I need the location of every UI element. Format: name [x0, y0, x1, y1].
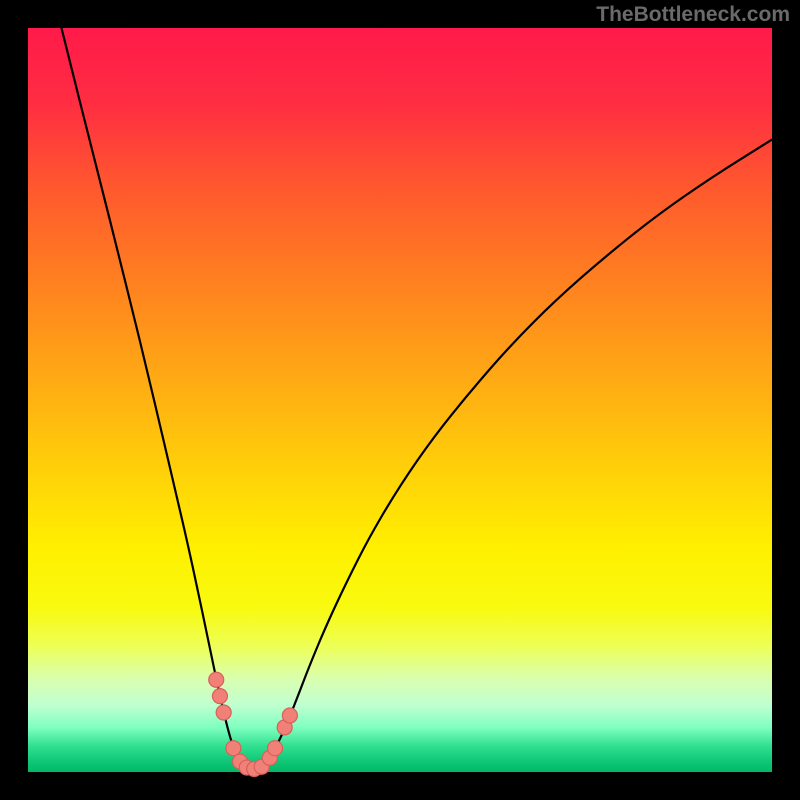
watermark-text: TheBottleneck.com [596, 3, 790, 27]
plot-background [28, 28, 772, 772]
data-marker [216, 705, 231, 720]
chart-container: TheBottleneck.com [0, 0, 800, 800]
data-marker [209, 672, 224, 687]
data-marker [212, 689, 227, 704]
data-marker [268, 741, 283, 756]
data-marker [282, 708, 297, 723]
chart-svg [0, 0, 800, 800]
data-marker [226, 741, 241, 756]
